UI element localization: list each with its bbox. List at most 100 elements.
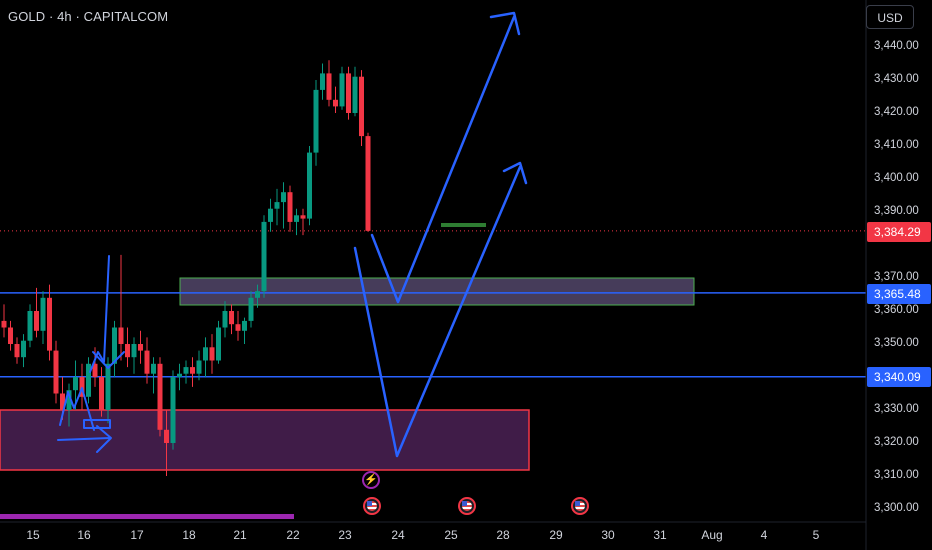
time-tick: 16	[77, 528, 91, 542]
projection-arrowhead-2	[502, 161, 528, 185]
candle-body	[294, 215, 299, 222]
candle-body	[365, 136, 371, 231]
us-flag-icon[interactable]	[571, 497, 589, 515]
time-tick: 28	[496, 528, 510, 542]
projection-path-2	[353, 165, 522, 458]
time-tick: 5	[812, 528, 820, 542]
candle-body	[151, 363, 156, 374]
time-tick: 17	[130, 528, 144, 542]
time-tick: 18	[182, 528, 196, 542]
time-tick: 4	[760, 528, 768, 542]
candle-body	[40, 297, 46, 331]
candle-body	[242, 320, 247, 331]
candle-body	[196, 360, 202, 374]
candle-body	[229, 311, 234, 325]
candle-body	[92, 363, 98, 377]
candle-body	[157, 363, 163, 430]
time-tick: 30	[601, 528, 615, 542]
candle-body	[346, 73, 351, 113]
candle-body	[60, 393, 65, 410]
candle-body	[47, 297, 52, 351]
candle-body	[320, 73, 325, 90]
us-flag-icon[interactable]	[458, 497, 476, 515]
candle-body	[99, 377, 104, 410]
candle-body	[307, 152, 312, 219]
candles-group	[1, 60, 371, 476]
currency-button[interactable]: USD	[866, 5, 914, 29]
candle-body	[339, 73, 345, 107]
price-tick: 3,330.00	[874, 403, 919, 415]
candle-body	[27, 311, 33, 341]
us-flag-icon[interactable]	[363, 497, 381, 515]
projection-arrowhead-1	[489, 11, 521, 36]
candle-body	[313, 89, 319, 153]
level-badge-1: 3,365.48	[867, 284, 931, 304]
time-tick: 23	[338, 528, 352, 542]
candle-body	[14, 344, 20, 358]
price-tick: 3,420.00	[874, 106, 919, 118]
price-tick: 3,320.00	[874, 436, 919, 448]
time-tick: Aug	[701, 528, 723, 542]
price-tick: 3,440.00	[874, 40, 919, 52]
candle-body	[170, 377, 176, 443]
candle-body	[359, 76, 364, 137]
candle-body	[333, 99, 338, 107]
candle-body	[144, 350, 150, 374]
price-tick: 3,370.00	[874, 271, 919, 283]
candle-body	[164, 429, 169, 443]
candle-body	[53, 350, 59, 394]
sketch-arrows	[57, 255, 125, 453]
candle-body	[287, 192, 293, 222]
candle-body	[105, 363, 111, 410]
candle-body	[112, 327, 117, 364]
candle-body	[209, 347, 215, 361]
candle-body	[86, 363, 91, 397]
candle-body	[326, 73, 332, 100]
candle-body	[8, 327, 13, 344]
price-tick: 3,410.00	[874, 139, 919, 151]
price-tick: 3,310.00	[874, 469, 919, 481]
price-tick: 3,300.00	[874, 502, 919, 514]
lightning-icon[interactable]: ⚡	[362, 471, 380, 489]
current-price-badge: 3,384.29	[867, 222, 931, 242]
candle-body	[261, 221, 267, 292]
price-tick: 3,360.00	[874, 304, 919, 316]
level-badge-2: 3,340.09	[867, 367, 931, 387]
range-bar	[0, 514, 294, 519]
time-tick: 15	[26, 528, 40, 542]
candle-body	[190, 367, 195, 374]
candle-body	[248, 297, 254, 321]
price-tick: 3,390.00	[874, 205, 919, 217]
candle-body	[21, 340, 26, 358]
target-marker	[441, 223, 486, 227]
candle-body	[352, 76, 358, 113]
candle-body	[138, 344, 143, 351]
candle-body	[1, 320, 7, 328]
candle-body	[131, 344, 137, 358]
candle-body	[216, 327, 221, 361]
candle-body	[235, 324, 241, 331]
symbol-title[interactable]: GOLD · 4h · CAPITALCOM	[8, 9, 169, 24]
candle-body	[274, 202, 280, 209]
candle-body	[222, 311, 228, 328]
price-tick: 3,350.00	[874, 337, 919, 349]
time-tick: 31	[653, 528, 667, 542]
candle-body	[79, 377, 85, 397]
projection-arrows[interactable]	[353, 11, 528, 458]
candle-body	[66, 390, 72, 410]
candle-body	[183, 367, 189, 374]
candle-body	[300, 215, 306, 219]
candle-body	[281, 192, 286, 203]
candle-body	[34, 311, 39, 331]
time-tick: 25	[444, 528, 458, 542]
candle-body	[118, 327, 124, 344]
candle-body	[268, 208, 273, 222]
candle-body	[125, 344, 130, 358]
price-tick: 3,400.00	[874, 172, 919, 184]
candle-body	[203, 347, 208, 361]
projection-path-1	[370, 15, 516, 304]
candle-body	[73, 377, 78, 391]
time-tick: 24	[391, 528, 405, 542]
